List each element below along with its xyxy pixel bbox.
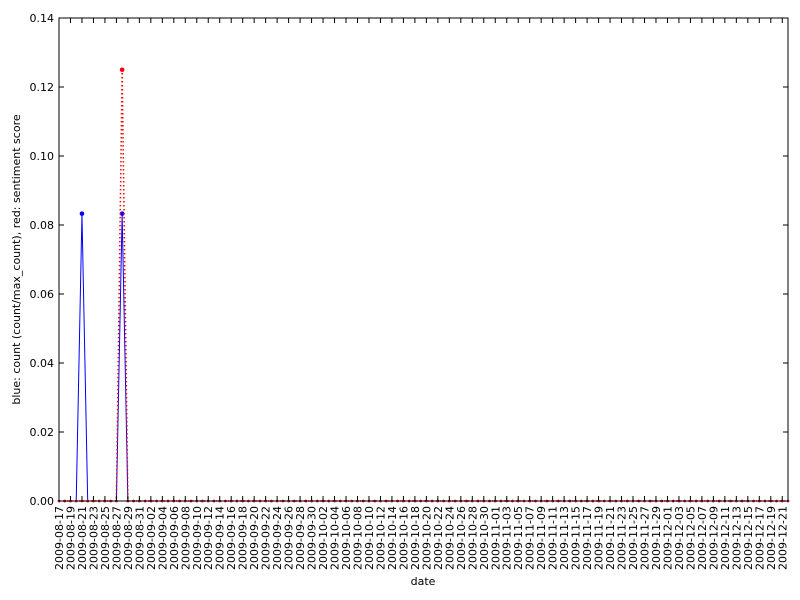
plot-area (59, 18, 788, 501)
x-tick-label: 2009-11-23 (616, 506, 629, 570)
x-tick-label: 2009-09-18 (237, 506, 250, 570)
x-tick-label: 2009-12-01 (661, 506, 674, 570)
x-tick-label: 2009-08-17 (53, 506, 66, 570)
x-tick-label: 2009-12-07 (696, 506, 709, 570)
x-tick-label: 2009-09-16 (225, 506, 238, 570)
y-axis-title: blue: count (count/max_count), red: sent… (10, 114, 23, 404)
x-tick-label: 2009-08-21 (76, 506, 89, 570)
x-tick-label: 2009-09-22 (260, 506, 273, 570)
series-0-point (119, 211, 125, 216)
x-axis-title: date (411, 575, 436, 588)
x-tick-label: 2009-08-19 (64, 506, 77, 570)
x-tick-label: 2009-10-10 (363, 506, 376, 570)
x-tick-label: 2009-10-14 (386, 506, 399, 570)
x-tick-label: 2009-09-28 (294, 506, 307, 570)
x-tick-label: 2009-10-20 (420, 506, 433, 570)
x-tick-label: 2009-09-12 (202, 506, 215, 570)
y-tick-label: 0.12 (30, 81, 55, 94)
x-tick-label: 2009-12-15 (742, 506, 755, 570)
x-tick-label: 2009-11-11 (547, 506, 560, 570)
x-tick-label: 2009-10-06 (340, 506, 353, 570)
y-tick-label: 0.14 (30, 12, 55, 25)
x-tick-label: 2009-10-02 (317, 506, 330, 570)
plot-frame (58, 17, 789, 502)
x-tick-label: 2009-09-20 (248, 506, 261, 570)
x-tick-label: 2009-09-04 (156, 506, 169, 570)
x-tick-label: 2009-08-27 (110, 506, 123, 570)
x-tick-label: 2009-11-25 (627, 506, 640, 570)
x-tick-label: 2009-10-04 (329, 506, 342, 570)
x-tick-label: 2009-10-28 (466, 506, 479, 570)
x-tick-label: 2009-10-22 (432, 506, 445, 570)
y-axis: 0.00 0.02 0.04 0.06 0.08 0.10 0.12 0.14 (30, 12, 788, 508)
x-tick-label: 2009-10-24 (443, 506, 456, 570)
x-axis: 2009-08-172009-08-192009-08-212009-08-23… (53, 18, 789, 570)
x-tick-label: 2009-09-06 (168, 506, 181, 570)
y-tick-label: 0.06 (30, 288, 55, 301)
x-tick-label: 2009-10-12 (374, 506, 387, 570)
x-tick-label: 2009-09-26 (283, 506, 296, 570)
x-tick-label: 2009-08-29 (122, 506, 135, 570)
x-tick-label: 2009-12-13 (730, 506, 743, 570)
x-tick-label: 2009-12-19 (765, 506, 778, 570)
x-tick-label: 2009-09-14 (214, 506, 227, 570)
x-tick-label: 2009-09-24 (271, 506, 284, 570)
x-tick-label: 2009-10-26 (455, 506, 468, 570)
x-tick-label: 2009-11-21 (604, 506, 617, 570)
x-tick-label: 2009-11-17 (581, 506, 594, 570)
x-tick-label: 2009-11-03 (501, 506, 514, 570)
x-tick-label: 2009-12-11 (719, 506, 732, 570)
x-tick-label: 2009-09-10 (191, 506, 204, 570)
x-tick-label: 2009-09-02 (145, 506, 158, 570)
y-tick-label: 0.04 (30, 357, 55, 370)
x-tick-label: 2009-12-17 (753, 506, 766, 570)
x-tick-label: 2009-11-05 (512, 506, 525, 570)
x-tick-label: 2009-11-09 (535, 506, 548, 570)
x-tick-label: 2009-08-31 (133, 506, 146, 570)
series-0-point (79, 211, 85, 216)
x-tick-label: 2009-12-05 (684, 506, 697, 570)
y-tick-label: 0.00 (30, 495, 55, 508)
x-tick-label: 2009-08-23 (87, 506, 100, 570)
x-tick-label: 2009-11-13 (558, 506, 571, 570)
x-tick-label: 2009-11-27 (639, 506, 652, 570)
y-tick-label: 0.10 (30, 150, 55, 163)
x-tick-label: 2009-12-21 (776, 506, 789, 570)
x-tick-label: 2009-08-25 (99, 506, 112, 570)
x-tick-label: 2009-11-01 (489, 506, 502, 570)
x-tick-label: 2009-10-16 (397, 506, 410, 570)
x-tick-label: 2009-10-08 (351, 506, 364, 570)
x-tick-label: 2009-12-03 (673, 506, 686, 570)
x-tick-label: 2009-10-30 (478, 506, 491, 570)
x-tick-label: 2009-09-30 (306, 506, 319, 570)
y-tick-label: 0.02 (30, 426, 55, 439)
x-tick-label: 2009-09-08 (179, 506, 192, 570)
x-tick-label: 2009-10-18 (409, 506, 422, 570)
x-tick-label: 2009-12-09 (707, 506, 720, 570)
x-tick-label: 2009-11-29 (650, 506, 663, 570)
x-tick-label: 2009-11-19 (593, 506, 606, 570)
x-tick-label: 2009-11-15 (570, 506, 583, 570)
series-1-point (119, 67, 125, 73)
x-tick-label: 2009-11-07 (524, 506, 537, 570)
y-tick-label: 0.08 (30, 219, 55, 232)
